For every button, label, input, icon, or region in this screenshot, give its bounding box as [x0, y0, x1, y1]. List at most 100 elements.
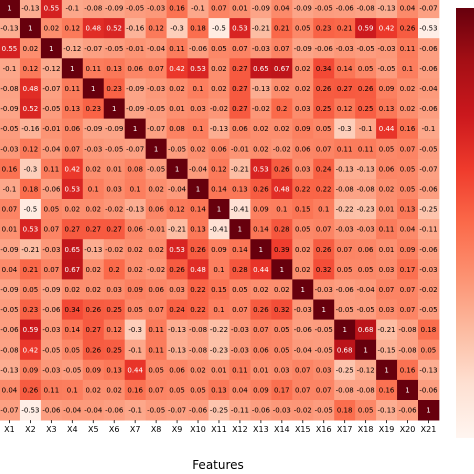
heatmap-cell — [124, 400, 147, 421]
heatmap-cell — [40, 259, 63, 280]
heatmap-cell — [103, 58, 126, 79]
cell-value-label: -0.1 — [128, 346, 142, 354]
cell-value-label: 0.59 — [358, 25, 374, 33]
heatmap-cell — [103, 219, 126, 240]
cell-value-label: 0.14 — [211, 185, 227, 193]
cell-value-label: -0.03 — [231, 346, 249, 354]
cell-value-label: -0.03 — [378, 45, 396, 53]
cell-value-label: 0.11 — [65, 85, 81, 93]
heatmap-cell — [376, 18, 398, 39]
cell-value-label: 0.21 — [274, 25, 290, 33]
heatmap-cell — [229, 58, 251, 79]
heatmap-cell — [61, 259, 84, 280]
cell-value-label: 0.06 — [169, 366, 185, 374]
heatmap-cell — [208, 359, 230, 381]
cell-value-label: 0.24 — [316, 165, 332, 173]
heatmap-cell — [313, 178, 335, 200]
heatmap-cell — [355, 319, 377, 341]
heatmap-cell — [61, 118, 84, 140]
heatmap-cell — [271, 138, 293, 160]
heatmap-cell — [103, 78, 126, 99]
cell-value-label: -0.13 — [378, 5, 396, 13]
heatmap-cell — [208, 158, 230, 180]
heatmap-cell — [397, 400, 419, 421]
heatmap-cell — [124, 259, 147, 280]
cell-value-label: 0.07 — [65, 145, 81, 153]
cell-value-label: -0.09 — [126, 105, 144, 113]
heatmap-cell — [313, 98, 335, 119]
cell-value-label: 0.13 — [400, 206, 416, 214]
cell-value-label: 0.07 — [148, 65, 164, 73]
heatmap-cell — [145, 58, 167, 79]
cell-value-label: 0.03 — [274, 366, 290, 374]
x-axis-label: Features — [192, 458, 244, 472]
cell-value-label: -0.03 — [42, 366, 60, 374]
heatmap-cells: 1 -0.13 0.55 -0.1 -0.08 -0.09 -0.05 -0.03 0.16 -0… — [0, 0, 440, 421]
heatmap-cell — [397, 299, 419, 320]
heatmap-cell — [187, 178, 209, 200]
heatmap-cell — [187, 138, 209, 160]
heatmap-cell — [208, 379, 230, 401]
heatmap-cell — [0, 259, 21, 280]
heatmap-cell — [397, 279, 419, 300]
cell-value-label: -0.02 — [147, 266, 165, 274]
heatmap-cell — [103, 239, 126, 260]
heatmap-cell — [334, 339, 356, 361]
heatmap-cell — [0, 58, 21, 79]
cell-value-label: 0.26 — [253, 185, 269, 193]
cell-value-label: 0.09 — [253, 206, 269, 214]
heatmap-cell — [271, 158, 293, 180]
heatmap-cell — [397, 339, 419, 361]
cell-value-label: 0.02 — [190, 145, 206, 153]
cell-value-label: -0.16 — [21, 125, 40, 133]
cell-value-label: 0.27 — [65, 226, 81, 234]
cell-value-label: 1 — [405, 386, 409, 394]
cell-value-label: -0.09 — [84, 125, 102, 133]
heatmap-cell — [313, 319, 335, 341]
heatmap-cell — [19, 400, 42, 421]
cell-value-label: -0.04 — [419, 85, 438, 93]
cell-value-label: 0.12 — [148, 25, 164, 33]
cell-value-label: -0.15 — [378, 346, 396, 354]
heatmap-cell — [61, 379, 84, 401]
colorbar — [456, 8, 474, 438]
heatmap-cell — [124, 0, 147, 19]
heatmap-cell — [334, 78, 356, 99]
cell-value-label: 0.42 — [169, 65, 185, 73]
heatmap-cell — [418, 138, 440, 160]
cell-value-label: -0.03 — [419, 266, 437, 274]
heatmap-cell — [250, 400, 272, 421]
heatmap-cell — [292, 138, 314, 160]
cell-value-label: -0.02 — [273, 145, 291, 153]
cell-value-label: 0.02 — [295, 65, 311, 73]
cell-value-label: 0.02 — [127, 246, 143, 254]
cell-value-label: 0.26 — [253, 306, 269, 314]
heatmap-cell — [61, 58, 84, 79]
cell-value-label: 0.01 — [211, 366, 227, 374]
heatmap-cell — [355, 58, 377, 79]
cell-value-label: 0.03 — [316, 366, 332, 374]
heatmap-cell — [187, 199, 209, 220]
cell-value-label: 0.2 — [109, 266, 120, 274]
cell-value-label: -0.01 — [147, 226, 165, 234]
heatmap-cell — [82, 38, 105, 59]
heatmap-cell — [418, 78, 440, 99]
heatmap-cell — [334, 279, 356, 300]
cell-value-label: -0.13 — [252, 85, 270, 93]
heatmap-cell — [208, 98, 230, 119]
cell-value-label: -0.13 — [168, 346, 186, 354]
cell-value-label: 0.1 — [130, 185, 141, 193]
cell-value-label: 0.07 — [274, 45, 290, 53]
heatmap-cell — [82, 400, 105, 421]
cell-value-label: 0.05 — [400, 165, 416, 173]
heatmap-cell — [145, 138, 167, 160]
heatmap-cell — [229, 18, 251, 39]
cell-value-label: -0.05 — [147, 105, 165, 113]
heatmap-cell — [187, 339, 209, 361]
cell-value-label: -0.08 — [336, 386, 354, 394]
heatmap-cell — [271, 299, 293, 320]
heatmap-cell — [208, 138, 230, 160]
heatmap-cell — [229, 138, 251, 160]
cell-value-label: 0.11 — [379, 226, 395, 234]
cell-value-label: -0.5 — [212, 25, 226, 33]
